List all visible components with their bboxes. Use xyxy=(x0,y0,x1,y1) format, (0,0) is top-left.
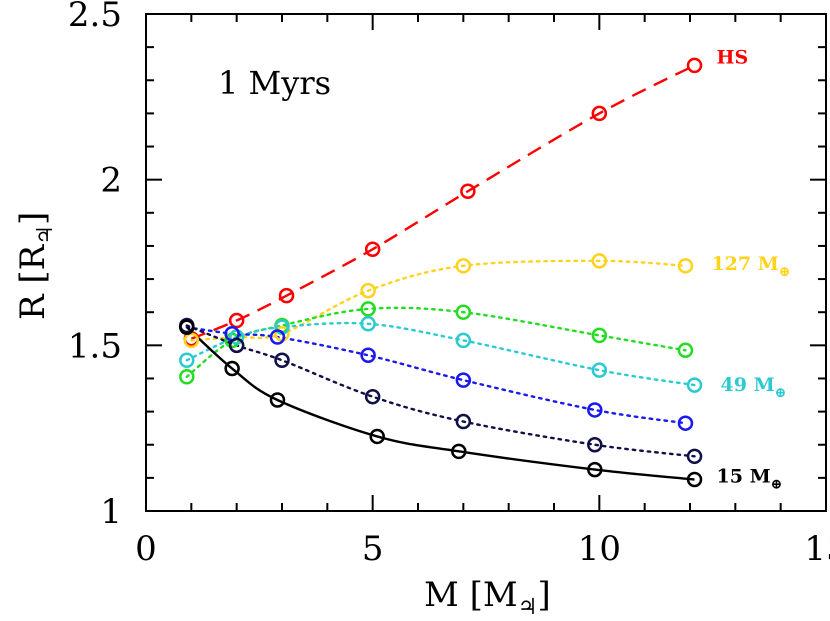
data-point-m15 xyxy=(686,471,703,488)
series-line-navy xyxy=(185,324,696,458)
data-point-m49 xyxy=(455,332,472,349)
data-point-blue xyxy=(455,372,472,388)
series-line-hs xyxy=(190,64,696,340)
data-point-green xyxy=(360,301,376,317)
series-label-m49: 49 M⊕ xyxy=(721,374,787,401)
y-axis-title-main: R [R xyxy=(13,243,53,320)
data-point-navy xyxy=(686,448,703,465)
data-point-navy xyxy=(274,352,290,368)
x-tick-label: 5 xyxy=(362,529,384,569)
series-lines xyxy=(185,64,696,481)
series-line-green xyxy=(185,306,687,379)
x-tick-label: 0 xyxy=(135,529,157,569)
data-point-m49 xyxy=(360,316,376,332)
data-point-navy xyxy=(228,337,245,354)
series-line-blue xyxy=(185,325,687,425)
data-point-m49 xyxy=(686,377,703,393)
data-point-m15 xyxy=(369,428,385,445)
data-point-m127 xyxy=(183,332,200,349)
series-label-m127: 127 M⊕ xyxy=(711,253,790,280)
data-point-m15 xyxy=(224,360,240,377)
data-point-navy xyxy=(364,388,381,405)
data-point-m127 xyxy=(677,258,694,274)
data-point-m127 xyxy=(360,282,376,299)
data-point-blue xyxy=(269,329,286,345)
data-point-m15 xyxy=(269,392,286,408)
data-point-hs xyxy=(228,312,245,329)
series-label-hs: HS xyxy=(717,46,749,68)
data-point-green xyxy=(179,369,195,385)
y-tick-label: 2.5 xyxy=(68,0,122,35)
data-point-navy xyxy=(455,413,472,430)
data-point-green xyxy=(455,304,472,320)
tick-labels: 0 5 10 15 1 1.5 2 2.5 xyxy=(68,0,830,569)
data-point-hs xyxy=(364,241,381,257)
x-axis-title: M [M♃] xyxy=(424,575,551,620)
y-axis-title: R [R♃] xyxy=(13,212,58,320)
x-axis-title-close: ] xyxy=(537,575,550,615)
y-axis-title-close: ] xyxy=(13,212,53,225)
data-point-blue xyxy=(677,415,694,431)
x-tick-label: 10 xyxy=(578,529,621,569)
data-point-m15 xyxy=(587,461,603,478)
y-tick-label: 2 xyxy=(100,161,122,201)
data-point-blue xyxy=(360,347,376,364)
y-tick-label: 1 xyxy=(100,492,122,532)
series-line-m15 xyxy=(185,326,695,481)
data-point-hs xyxy=(591,105,608,122)
data-point-green xyxy=(591,327,608,344)
data-point-hs xyxy=(460,183,476,200)
series-label-m15: 15 M⊕ xyxy=(717,466,783,493)
data-point-blue xyxy=(587,402,603,418)
series-labels: HS 127 M⊕ 49 M⊕ 15 M⊕ xyxy=(711,46,790,492)
series-line-m127 xyxy=(190,259,687,342)
data-point-m127 xyxy=(455,258,472,274)
axis-ticks xyxy=(145,13,827,512)
x-axis-title-main: M [M xyxy=(424,575,518,615)
data-point-m15 xyxy=(451,443,467,460)
data-point-m127 xyxy=(591,253,608,269)
x-axis-title-sub: ♃ xyxy=(518,595,538,620)
y-tick-label: 1.5 xyxy=(68,326,122,366)
y-axis-title-sub: ♃ xyxy=(33,225,58,245)
plot-frame xyxy=(145,13,827,512)
data-point-navy xyxy=(587,436,603,453)
data-point-m15 xyxy=(179,319,195,335)
chart-annotation: 1 Myrs xyxy=(218,64,331,102)
data-point-hs xyxy=(686,57,703,74)
data-point-m49 xyxy=(591,362,608,378)
series-line-m49 xyxy=(185,321,696,387)
data-point-green xyxy=(677,342,694,359)
x-tick-label: 15 xyxy=(804,529,830,569)
data-point-m49 xyxy=(179,352,195,368)
data-point-hs xyxy=(278,287,295,304)
series-points xyxy=(179,57,703,488)
